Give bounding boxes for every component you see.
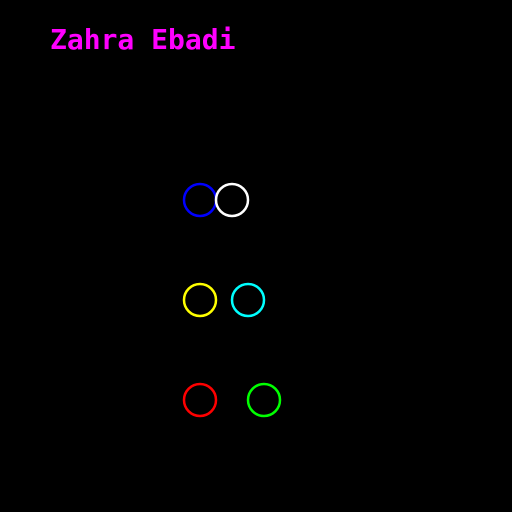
yellow-circle xyxy=(182,282,218,318)
title-text: Zahra Ebadi xyxy=(50,23,236,56)
green-circle xyxy=(246,382,282,418)
cyan-circle xyxy=(230,282,266,318)
red-circle xyxy=(182,382,218,418)
white-circle xyxy=(214,182,250,218)
blue-circle xyxy=(182,182,218,218)
